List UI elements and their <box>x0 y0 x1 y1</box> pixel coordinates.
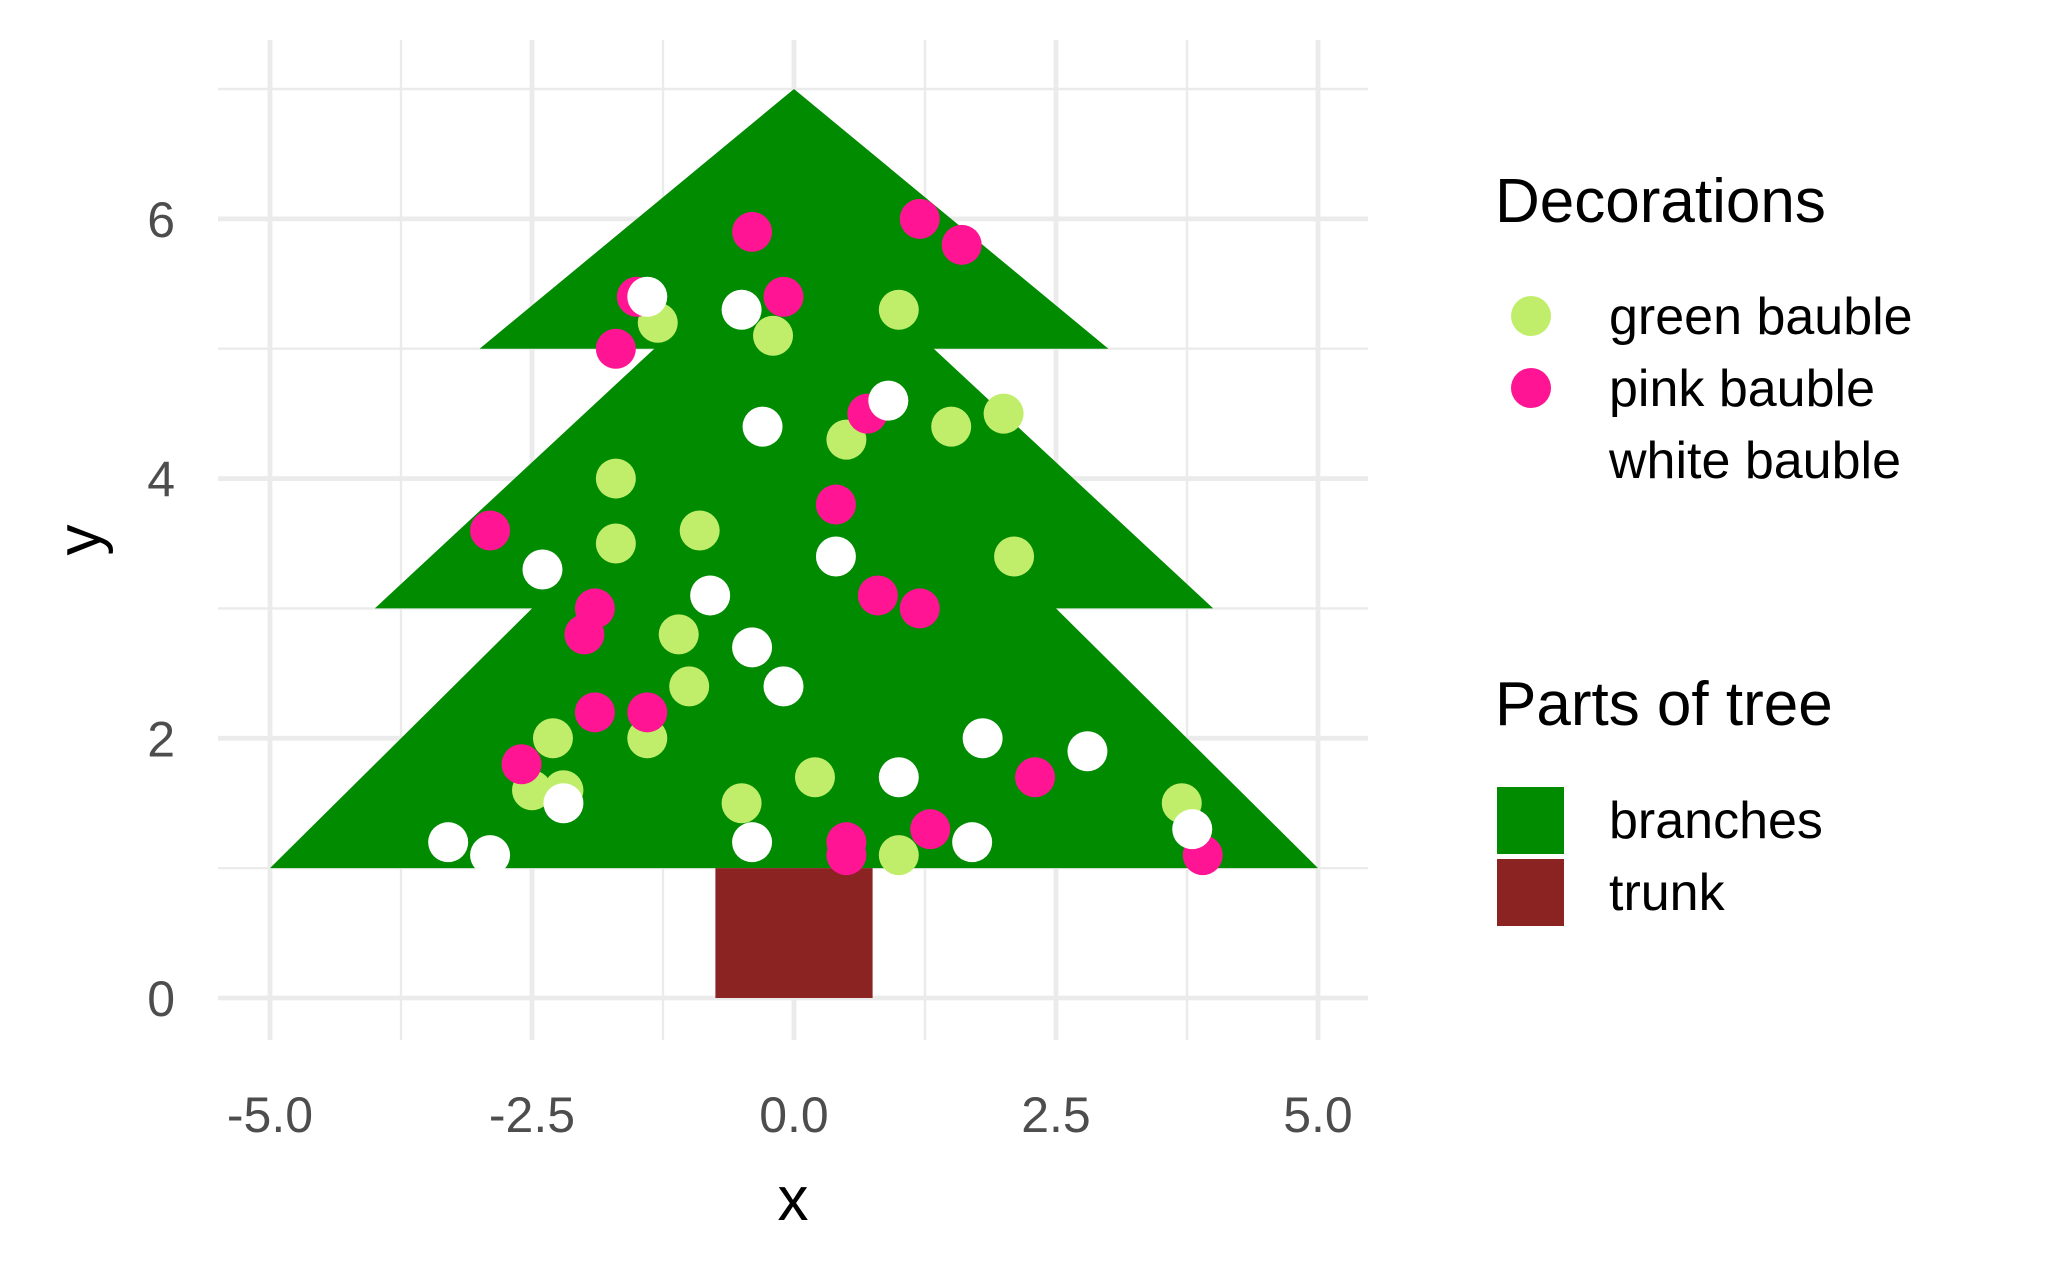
white-bauble-point <box>815 536 856 577</box>
pink-bauble-point <box>470 510 511 551</box>
green-bauble-point <box>878 835 919 876</box>
x-axis-title: x <box>778 1165 809 1234</box>
green-bauble-point <box>658 614 699 655</box>
pink-bauble-point <box>899 588 940 629</box>
green-bauble-point <box>878 289 919 330</box>
green-bauble-point <box>669 666 710 707</box>
x-tick-label: 5.0 <box>1283 1087 1353 1143</box>
green-bauble-point <box>931 406 972 447</box>
white-bauble-point <box>721 289 762 330</box>
baubles <box>428 198 1223 876</box>
pink-bauble-point <box>826 835 867 876</box>
white-bauble-point <box>428 822 469 863</box>
x-tick-label: 0.0 <box>759 1087 829 1143</box>
legend-key-trunk <box>1497 859 1564 926</box>
white-bauble-point <box>878 757 919 798</box>
pink-bauble-point <box>857 575 898 616</box>
legend-label-branches: branches <box>1609 792 1823 850</box>
white-bauble-point <box>1172 809 1213 850</box>
pink-bauble-point <box>1015 757 1056 798</box>
white-bauble-point <box>470 835 511 876</box>
green-bauble-point <box>721 783 762 824</box>
trunk-shape-1 <box>715 868 873 998</box>
green-bauble-point <box>595 523 636 564</box>
white-bauble-point <box>1067 731 1108 772</box>
white-bauble-point <box>763 666 804 707</box>
green-bauble-point <box>994 536 1035 577</box>
legend-key-branches <box>1497 787 1564 854</box>
y-tick-label: 0 <box>147 971 175 1027</box>
legend-decorations: green bauble pink bauble white bauble <box>1511 288 1913 490</box>
y-tick-label: 2 <box>147 711 175 767</box>
legend-title-parts: Parts of tree <box>1495 670 1833 739</box>
legend-key-white-bauble <box>1511 440 1551 480</box>
white-bauble-point <box>690 575 731 616</box>
white-bauble-point <box>742 406 783 447</box>
pink-bauble-point <box>732 211 773 252</box>
pink-bauble-point <box>899 198 940 239</box>
tree <box>270 89 1318 998</box>
pink-bauble-point <box>910 809 951 850</box>
pink-bauble-point <box>627 692 668 733</box>
y-tick-label: 4 <box>147 452 175 508</box>
pink-bauble-point <box>941 224 982 265</box>
legend-label-white-bauble: white bauble <box>1608 432 1901 490</box>
x-tick-label: 2.5 <box>1021 1087 1091 1143</box>
green-bauble-point <box>753 315 794 356</box>
white-bauble-point <box>952 822 993 863</box>
legend-title-decorations: Decorations <box>1495 167 1826 236</box>
green-bauble-point <box>794 757 835 798</box>
x-tick-label: -5.0 <box>227 1087 313 1143</box>
y-axis-title: y <box>45 525 114 556</box>
white-bauble-point <box>522 549 563 590</box>
legend-label-pink-bauble: pink bauble <box>1609 360 1875 418</box>
legend-key-pink-bauble <box>1511 368 1551 408</box>
legend: Decorations green bauble pink bauble white… <box>1495 167 1913 926</box>
white-bauble-point <box>732 627 773 668</box>
green-bauble-point <box>532 718 573 759</box>
green-bauble-point <box>983 393 1024 434</box>
white-bauble-point <box>962 718 1003 759</box>
legend-parts: branches trunk <box>1497 787 1823 926</box>
white-bauble-point <box>732 822 773 863</box>
x-tick-label: -2.5 <box>489 1087 575 1143</box>
green-bauble-point <box>595 458 636 499</box>
branches-shape-2 <box>374 218 1214 609</box>
legend-label-trunk: trunk <box>1609 864 1726 922</box>
pink-bauble-point <box>564 614 605 655</box>
pink-bauble-point <box>501 744 542 785</box>
tick-labels: -5.0 -2.5 0.0 2.5 5.0 0 2 4 6 <box>147 192 1353 1143</box>
white-bauble-point <box>627 276 668 317</box>
white-bauble-point <box>868 380 909 421</box>
white-bauble-point <box>543 783 584 824</box>
pink-bauble-point <box>595 328 636 369</box>
pink-bauble-point <box>763 276 804 317</box>
green-bauble-point <box>679 510 720 551</box>
pink-bauble-point <box>815 484 856 525</box>
pink-bauble-point <box>574 692 615 733</box>
y-tick-label: 6 <box>147 192 175 248</box>
legend-label-green-bauble: green bauble <box>1609 288 1913 346</box>
legend-key-green-bauble <box>1511 296 1551 336</box>
